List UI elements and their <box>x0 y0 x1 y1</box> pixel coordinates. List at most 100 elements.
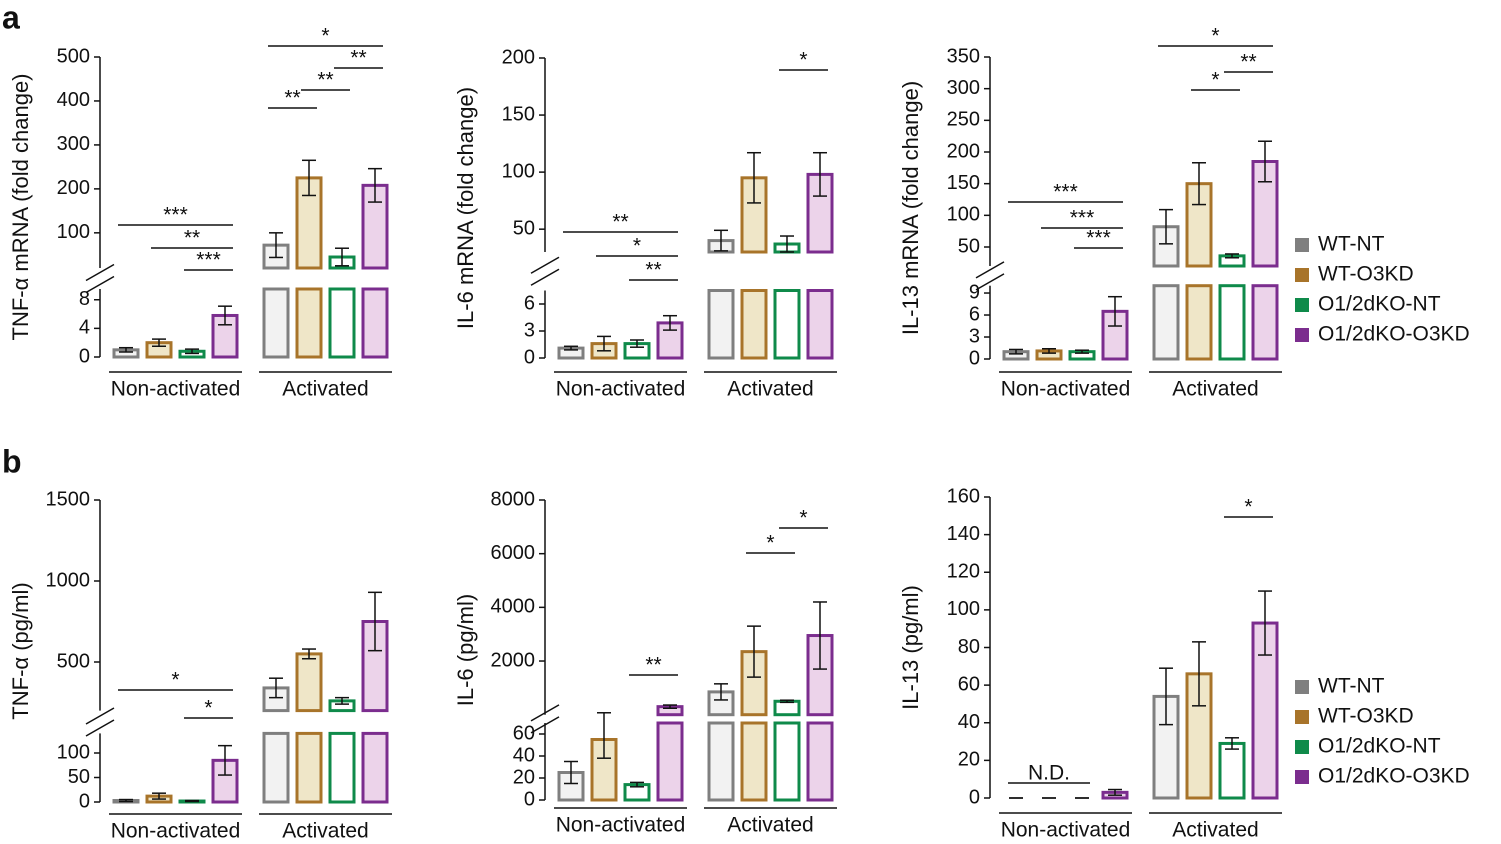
y-tick-label: 0 <box>79 790 90 812</box>
y-tick-label: 0 <box>524 346 535 368</box>
significance-label: ** <box>612 211 628 234</box>
x-tick-label: Non-activated <box>1001 378 1131 401</box>
legend-swatch <box>1295 680 1309 694</box>
axis-break <box>530 256 560 274</box>
y-tick-label: 1500 <box>46 488 91 510</box>
legend-label: WT-NT <box>1318 675 1385 698</box>
significance-label: * <box>1244 496 1252 519</box>
legend-swatch <box>1295 328 1309 342</box>
y-tick-label: 50 <box>513 217 535 239</box>
x-tick-label: Activated <box>727 378 813 401</box>
legend-swatch <box>1295 298 1309 312</box>
bar <box>773 699 801 717</box>
legend-swatch <box>1295 268 1309 282</box>
bar <box>773 721 801 802</box>
panel-letter: b <box>2 443 22 479</box>
significance-label: *** <box>1086 227 1111 250</box>
y-tick-label: 4 <box>79 317 90 339</box>
y-tick-label: 200 <box>502 46 535 68</box>
y-tick-label: 140 <box>947 523 980 545</box>
axis-break <box>530 704 560 722</box>
significance-label: ** <box>1240 51 1256 74</box>
x-tick-label: Activated <box>282 378 368 401</box>
y-tick-label: 3 <box>524 319 535 341</box>
legend-label: O1/2dKO-NT <box>1318 735 1441 758</box>
bar <box>328 731 356 804</box>
significance-label: * <box>799 49 807 72</box>
y-tick-label: 0 <box>969 347 980 369</box>
x-tick-label: Activated <box>727 814 813 837</box>
bar <box>773 289 801 360</box>
y-tick-label: 250 <box>947 109 980 131</box>
y-tick-label: 6 <box>969 303 980 325</box>
y-tick-label: 100 <box>947 598 980 620</box>
y-tick-label: 6000 <box>491 542 536 564</box>
y-tick-label: 100 <box>947 204 980 226</box>
x-tick-label: Non-activated <box>1001 819 1131 842</box>
y-tick-label: 400 <box>57 89 90 111</box>
y-tick-label: 9 <box>969 281 980 303</box>
y-tick-label: 500 <box>57 650 90 672</box>
x-tick-label: Non-activated <box>111 820 241 843</box>
y-tick-label: 0 <box>969 786 980 808</box>
y-axis-label: TNF-α mRNA (fold change) <box>8 73 33 340</box>
bar <box>262 287 290 359</box>
significance-label: * <box>633 235 641 258</box>
x-tick-label: Activated <box>282 820 368 843</box>
x-tick-label: Non-activated <box>556 814 686 837</box>
bar <box>295 287 323 359</box>
y-tick-label: 1000 <box>46 569 91 591</box>
y-tick-label: 120 <box>947 561 980 583</box>
y-tick-label: 20 <box>513 766 535 788</box>
bar <box>361 287 389 359</box>
y-tick-label: 6 <box>524 292 535 314</box>
y-axis-label: IL-13 (pg/ml) <box>898 585 923 710</box>
significance-label: ** <box>645 654 661 677</box>
y-axis-label: IL-13 mRNA (fold change) <box>898 81 923 335</box>
bar <box>707 721 735 802</box>
y-tick-label: 100 <box>57 221 90 243</box>
legend-label: O1/2dKO-NT <box>1318 293 1441 316</box>
bar <box>806 721 834 802</box>
y-axis-label: IL-6 mRNA (fold change) <box>453 87 478 329</box>
bar <box>656 721 684 802</box>
y-tick-label: 8 <box>79 288 90 310</box>
y-tick-label: 300 <box>947 77 980 99</box>
legend-label: O1/2dKO-O3KD <box>1318 323 1470 346</box>
axis-break <box>975 261 1005 279</box>
significance-label: * <box>1211 69 1219 92</box>
axis-break <box>85 719 115 737</box>
significance-label: *** <box>1070 207 1095 230</box>
bar <box>707 289 735 360</box>
y-tick-label: 50 <box>958 235 980 257</box>
y-axis-label: TNF-α (pg/ml) <box>8 582 33 719</box>
y-tick-label: 40 <box>513 744 535 766</box>
y-tick-label: 2000 <box>491 649 536 671</box>
significance-label: ** <box>284 87 300 110</box>
axis-break <box>530 268 560 286</box>
axis-break <box>85 707 115 725</box>
bar <box>1218 741 1246 800</box>
y-tick-label: 0 <box>524 788 535 810</box>
y-tick-label: 150 <box>947 172 980 194</box>
y-tick-label: 200 <box>947 140 980 162</box>
y-tick-label: 300 <box>57 133 90 155</box>
bar <box>1152 284 1180 361</box>
panel-letter: a <box>2 0 20 35</box>
legend-label: WT-O3KD <box>1318 263 1414 286</box>
y-tick-label: 20 <box>958 749 980 771</box>
significance-label: ** <box>317 69 333 92</box>
y-tick-label: 60 <box>958 673 980 695</box>
y-tick-label: 40 <box>958 711 980 733</box>
y-tick-label: 500 <box>57 45 90 67</box>
axis-break <box>85 263 115 282</box>
bar <box>740 721 768 802</box>
significance-label: * <box>171 669 179 692</box>
y-tick-label: 3 <box>969 325 980 347</box>
x-tick-label: Activated <box>1172 819 1258 842</box>
bar <box>211 313 239 359</box>
significance-label: * <box>766 532 774 555</box>
y-tick-label: 8000 <box>491 488 536 510</box>
legend-label: WT-NT <box>1318 233 1385 256</box>
y-tick-label: 80 <box>958 636 980 658</box>
